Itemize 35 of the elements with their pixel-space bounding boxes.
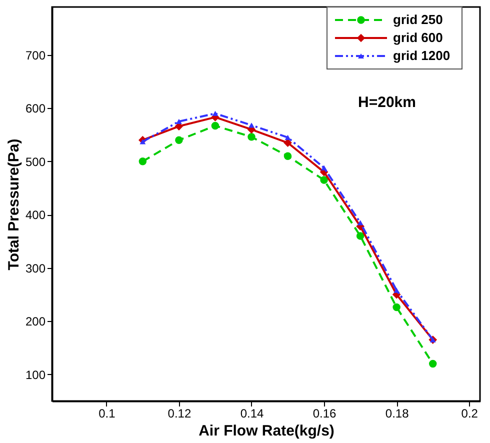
point bbox=[284, 152, 292, 160]
point bbox=[357, 220, 364, 226]
legend-label: grid 600 bbox=[393, 30, 443, 45]
point bbox=[248, 122, 254, 128]
annotation: H=20km bbox=[358, 94, 416, 111]
legend-label: grid 1200 bbox=[393, 48, 450, 63]
y-tick-label: 100 bbox=[25, 368, 46, 382]
x-tick-label: 0.1 bbox=[98, 406, 116, 420]
y-tick-label: 600 bbox=[25, 102, 46, 116]
point bbox=[248, 133, 256, 141]
legend-label: grid 250 bbox=[393, 12, 443, 27]
point bbox=[320, 176, 328, 184]
y-axis-title: Total Pressure(Pa) bbox=[5, 138, 22, 270]
y-tick-label: 500 bbox=[25, 154, 46, 169]
y-tick-label: 700 bbox=[25, 48, 46, 62]
y-tick-label: 200 bbox=[25, 314, 46, 329]
y-tick-label: 300 bbox=[25, 261, 46, 276]
x-tick-label: 0.2 bbox=[461, 406, 478, 420]
point bbox=[284, 134, 291, 140]
x-axis-title: Air Flow Rate(kg/s) bbox=[198, 422, 334, 440]
point bbox=[394, 288, 400, 293]
point bbox=[356, 232, 364, 240]
x-tick-label: 0.18 bbox=[385, 406, 410, 420]
point bbox=[392, 303, 400, 312]
point bbox=[211, 122, 220, 130]
y-tick-label: 400 bbox=[25, 208, 46, 222]
point bbox=[428, 360, 437, 368]
point bbox=[212, 110, 218, 116]
point bbox=[138, 158, 147, 166]
point bbox=[175, 136, 183, 144]
point bbox=[140, 139, 146, 144]
point bbox=[321, 165, 327, 170]
x-tick-label: 0.12 bbox=[168, 406, 192, 420]
x-tick-label: 0.14 bbox=[240, 406, 264, 420]
x-tick-label: 0.16 bbox=[312, 406, 337, 420]
